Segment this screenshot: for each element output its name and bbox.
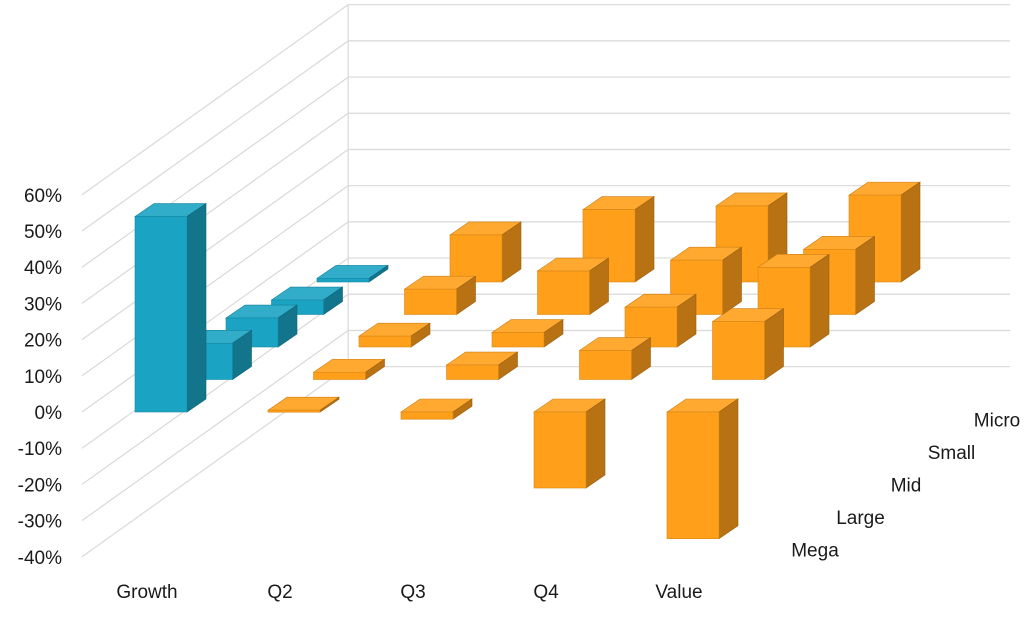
bar-front (404, 288, 457, 315)
bar-mega-q2 (267, 396, 340, 413)
bar-small-q2 (403, 275, 477, 316)
grid-diagonal (81, 4, 349, 196)
bar-large-q2 (312, 358, 386, 381)
series-label: Micro (974, 411, 1020, 432)
y-tick-label: -40% (18, 548, 62, 569)
bar-mega-q4 (533, 398, 606, 489)
bar-front (449, 234, 503, 283)
bar-large-q3 (445, 351, 519, 381)
bar-top (267, 396, 340, 411)
x-category-label: Q2 (267, 582, 292, 603)
grid-diagonal (81, 148, 349, 341)
bar-front (446, 364, 499, 380)
bar-micro-q2 (449, 221, 522, 283)
bar-side (809, 253, 830, 348)
bar-mega-q3 (400, 398, 473, 420)
bar-large-value (711, 308, 785, 381)
bar-front (537, 270, 590, 315)
series-labels: Mega Large Mid Small Micro (791, 411, 1020, 562)
bar-side (585, 398, 606, 489)
y-tick-label: -20% (18, 475, 62, 496)
y-tick-label: 40% (24, 258, 62, 279)
bar-large-q4 (578, 336, 652, 381)
series-label: Large (836, 508, 885, 529)
bar-front (491, 332, 545, 348)
bar-front (313, 371, 366, 380)
x-category-label: Q4 (533, 582, 559, 603)
grid-diagonal (81, 221, 349, 413)
bar-mega-value (666, 398, 739, 540)
grid-diagonal (81, 293, 349, 485)
bar-mid-q2 (358, 322, 431, 348)
grid-diagonal (81, 185, 349, 377)
grid-diagonal (81, 366, 349, 558)
series-label: Mega (791, 541, 839, 562)
x-category-label: Q3 (400, 582, 425, 603)
bar-front (712, 321, 765, 380)
series-label: Mid (891, 476, 922, 497)
bar-front (358, 335, 412, 348)
bar-small-growth (270, 286, 344, 316)
y-tick-label: -30% (18, 512, 62, 533)
bar-side (718, 398, 739, 540)
bar-side (855, 235, 875, 316)
y-tick-label: 60% (24, 186, 62, 207)
bar-mid-growth (225, 304, 298, 348)
y-tick-label: 30% (24, 294, 62, 315)
bar-small-q4 (669, 246, 743, 316)
x-category-label: Growth (116, 582, 177, 603)
bar-mid-q4 (624, 293, 697, 348)
grid-diagonal (81, 76, 349, 268)
bar-front (134, 216, 188, 413)
bar-front (267, 409, 321, 413)
bar-front (666, 411, 720, 539)
bar-side (634, 196, 655, 283)
y-tick-label: -10% (18, 439, 62, 460)
grid-diagonal (81, 329, 349, 522)
series-label: Small (928, 443, 976, 464)
y-tick-label: 0% (35, 403, 63, 424)
bar-small-q3 (536, 257, 610, 316)
bar-mid-q3 (491, 318, 564, 348)
category-labels: Growth Q2 Q3 Q4 Value (116, 582, 702, 603)
bar-front (579, 350, 632, 380)
bar-front (316, 278, 370, 283)
bar-front (400, 411, 454, 420)
y-tick-label: 50% (24, 222, 62, 243)
y-tick-label: 20% (24, 331, 62, 352)
bar-mega-growth (134, 202, 207, 413)
grid-diagonal (81, 112, 349, 304)
bar-side (900, 181, 921, 283)
y-axis-ticks: 60% 50% 40% 30% 20% 10% 0% -10% -20% -30% -40% (18, 186, 62, 569)
x-category-label: Value (655, 582, 702, 603)
grid-diagonal (81, 40, 349, 232)
bars (134, 181, 921, 540)
bar-side (186, 202, 207, 413)
bar-micro-growth (316, 264, 389, 283)
y-tick-label: 10% (24, 367, 62, 388)
bar-front (533, 411, 587, 489)
